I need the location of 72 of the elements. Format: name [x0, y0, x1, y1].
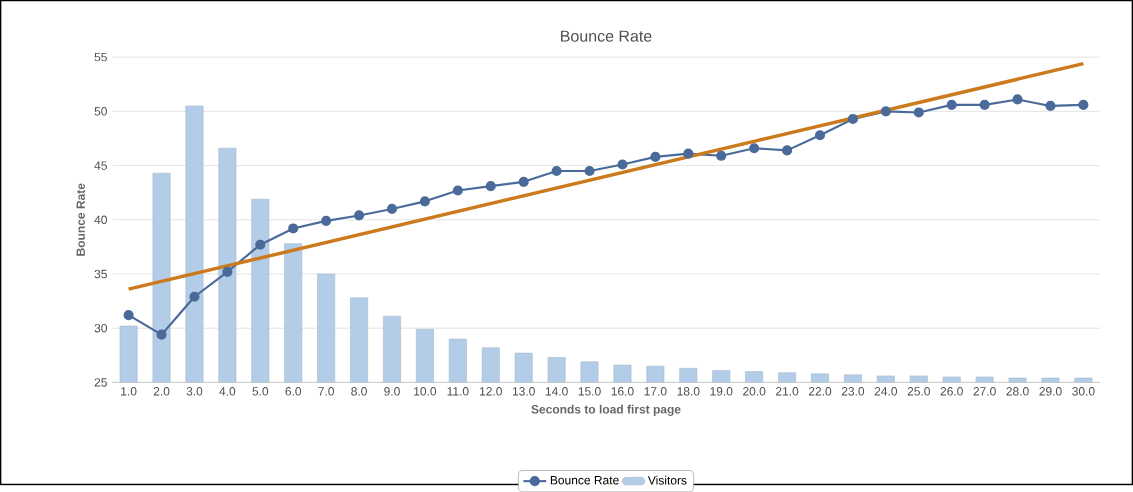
legend-label: Bounce Rate — [550, 475, 619, 485]
point — [419, 196, 430, 207]
x-tick-label: 24.0 — [874, 387, 898, 396]
point — [222, 266, 233, 277]
point — [683, 148, 694, 159]
point — [189, 291, 200, 302]
point — [782, 145, 793, 156]
x-tick-label: 27.0 — [973, 387, 996, 396]
y-tick-label: 45 — [94, 161, 107, 170]
point — [946, 99, 957, 110]
x-tick-label: 23.0 — [841, 387, 865, 396]
x-tick-label: 14.0 — [545, 387, 568, 396]
point — [551, 165, 562, 177]
x-tick-label: 19.0 — [710, 387, 733, 396]
point — [255, 239, 266, 250]
point — [716, 150, 727, 161]
point — [354, 210, 365, 221]
point — [156, 329, 167, 340]
x-tick-label: 18.0 — [677, 387, 700, 396]
x-tick-label: 28.0 — [1006, 387, 1029, 396]
point — [749, 143, 760, 154]
point — [979, 99, 990, 110]
point — [880, 106, 891, 117]
x-tick-label: 10.0 — [414, 387, 437, 396]
x-tick-label: 25.0 — [907, 387, 930, 396]
point — [1045, 100, 1056, 111]
x-tick-label: 22.0 — [808, 387, 832, 396]
y-tick-label: 35 — [94, 269, 107, 279]
chart-title: Bounce Rate — [561, 30, 652, 42]
x-tick-label: 16.0 — [611, 387, 634, 396]
point — [584, 165, 595, 177]
y-tick-label: 40 — [94, 215, 107, 224]
point — [913, 107, 924, 118]
x-tick-label: 26.0 — [940, 387, 963, 396]
x-tick-label: 4.0 — [219, 387, 236, 396]
x-tick-label: 20.0 — [743, 387, 766, 396]
x-tick-label: 11.0 — [447, 387, 469, 396]
x-tick-label: 7.0 — [318, 387, 335, 396]
x-tick-label: 17.0 — [644, 387, 667, 396]
y-tick-label: 55 — [94, 52, 107, 62]
point — [518, 176, 529, 187]
x-tick-label: 8.0 — [351, 387, 367, 396]
point — [123, 310, 134, 321]
x-tick-label: 1.0 — [121, 387, 137, 396]
y-tick-label: 30 — [94, 323, 107, 333]
point — [452, 185, 463, 196]
y-tick-label: 50 — [94, 107, 107, 116]
x-tick-label: 6.0 — [285, 387, 302, 396]
x-tick-label: 21.0 — [776, 387, 799, 396]
x-tick-label: 3.0 — [186, 387, 203, 396]
point — [617, 159, 628, 170]
y-tick-label: 25 — [94, 378, 107, 387]
x-tick-label: 2.0 — [153, 387, 170, 396]
point — [386, 203, 398, 214]
point — [321, 215, 332, 226]
x-tick-label: 15.0 — [578, 387, 601, 396]
x-tick-label: 30.0 — [1072, 387, 1095, 396]
x-tick-label: 12.0 — [480, 387, 502, 396]
point — [814, 130, 826, 141]
x-tick-label: 13.0 — [512, 387, 535, 396]
x-axis-title: Seconds to load first page — [531, 404, 681, 416]
x-tick-label: 9.0 — [384, 387, 400, 396]
point — [485, 181, 496, 192]
point — [847, 113, 858, 124]
legend-label: Visitors — [647, 475, 687, 485]
point — [1078, 99, 1089, 110]
point — [1012, 94, 1023, 105]
point — [288, 223, 299, 234]
x-tick-label: 29.0 — [1039, 387, 1062, 396]
y-axis-title: Bounce Rate — [76, 183, 85, 256]
point — [650, 151, 661, 162]
x-tick-label: 5.0 — [252, 387, 269, 396]
